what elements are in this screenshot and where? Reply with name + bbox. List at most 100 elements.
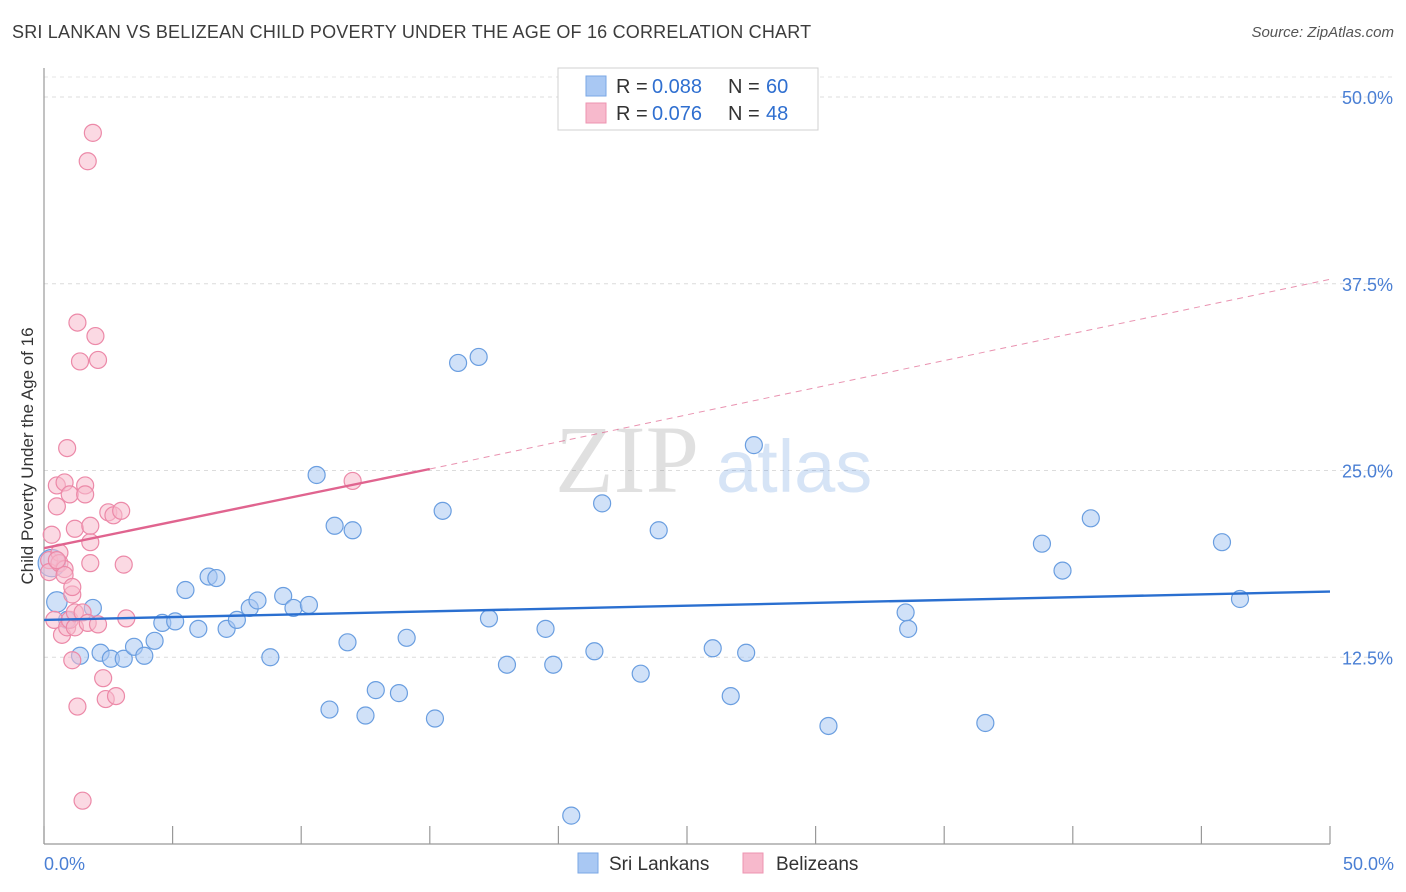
legend-swatch-belizeans [585,102,607,124]
point-0-27 [325,516,344,535]
point-0-48 [721,686,740,706]
point-1-32 [81,516,100,535]
watermark-atlas: atlas [716,425,872,508]
point-1-18 [63,577,82,597]
point-0-51 [819,716,838,736]
point-1-22 [68,313,87,332]
point-1-29 [78,152,97,171]
legend-n-label-1: N = [728,76,760,98]
x-tick-label-0: 0.0% [44,854,85,874]
x-tick-label-50: 50.0% [1343,854,1394,874]
point-0-47 [703,639,722,658]
point-1-47 [47,551,66,570]
legend-r-value-2: 0.076 [652,103,702,125]
point-0-25 [307,465,326,485]
x-axis-ticks [43,826,1331,844]
legend-r-label-2: R = [616,103,648,125]
source-label: Source: ZipAtlas.com [1251,24,1394,41]
point-0-58 [1212,533,1232,552]
legend-bottom-label-belizeans: Belizeans [776,854,858,875]
legend-n-value-2: 48 [766,103,788,125]
legend-n-label-2: N = [728,103,760,125]
trend-line-1 [43,467,431,550]
point-0-53 [899,619,918,638]
point-0-32 [389,684,409,703]
point-1-4 [47,497,66,516]
point-1-15 [60,485,79,504]
point-0-14 [189,619,208,638]
point-0-41 [544,655,563,674]
point-0-28 [338,633,357,652]
point-0-49 [737,643,756,662]
point-0-57 [1081,509,1100,528]
point-1-19 [65,519,84,538]
legend-bottom-label-sri-lankans: Sri Lankans [609,854,709,875]
point-1-28 [76,485,95,504]
point-1-24 [70,352,90,371]
point-1-34 [83,123,102,142]
point-1-35 [86,326,105,346]
point-0-18 [227,610,246,630]
point-0-21 [261,648,280,667]
y-tick-labels: 12.5% 25.0% 37.5% 50.0% [1342,88,1393,668]
legend-top: R = 0.088 N = 60 R = 0.076 N = 48 [557,67,819,131]
legend-r-value-1: 0.088 [652,76,702,98]
point-0-20 [248,591,267,610]
y-tick-label-3: 50.0% [1342,88,1393,108]
point-0-46 [649,521,668,540]
point-0-39 [497,655,517,674]
point-0-30 [356,706,375,725]
point-1-44 [114,555,133,574]
y-tick-label-0: 12.5% [1342,648,1393,668]
watermark-zip: ZIP [555,406,699,513]
point-0-36 [448,353,468,373]
point-0-33 [397,628,416,647]
point-1-2 [42,525,61,544]
trend-line-0 [43,590,1331,622]
point-0-10 [145,631,164,650]
point-0-55 [1032,534,1052,553]
point-0-22 [274,586,293,606]
y-tick-label-1: 25.0% [1342,462,1393,482]
point-0-37 [469,347,488,367]
point-0-13 [176,580,195,600]
point-0-44 [593,494,612,513]
point-0-56 [1053,561,1072,580]
point-0-50 [744,436,763,455]
point-1-16 [63,651,82,670]
point-0-34 [425,709,445,728]
point-0-52 [896,603,915,622]
point-1-42 [106,686,126,706]
point-0-12 [166,612,185,631]
point-0-9 [135,646,154,665]
point-0-38 [479,609,499,628]
legend-r-label-1: R = [616,76,648,98]
legend-bottom-swatch-belizeans [742,852,764,874]
point-0-31 [366,681,385,700]
grid-lines [44,76,1394,658]
point-1-23 [68,697,87,716]
point-0-35 [433,501,452,520]
point-1-37 [88,350,108,370]
point-1-43 [112,501,131,520]
point-1-13 [58,438,77,458]
point-0-26 [320,700,339,719]
chart-title: SRI LANKAN VS BELIZEAN CHILD POVERTY UND… [12,22,812,42]
point-0-29 [343,521,362,540]
point-0-42 [562,806,581,825]
point-0-16 [207,568,226,588]
legend-swatch-sri-lankans [585,75,607,97]
point-0-45 [631,664,650,683]
trend-line-extension-1 [429,278,1331,470]
point-0-40 [536,619,555,638]
point-0-43 [585,642,604,661]
y-tick-label-2: 37.5% [1342,275,1393,295]
watermark: ZIP atlas [555,406,872,513]
point-0-24 [299,595,319,615]
point-0-7 [114,649,133,668]
point-1-33 [81,554,100,573]
legend-n-value-1: 60 [766,76,788,98]
point-0-54 [976,713,995,733]
point-1-36 [88,615,108,634]
